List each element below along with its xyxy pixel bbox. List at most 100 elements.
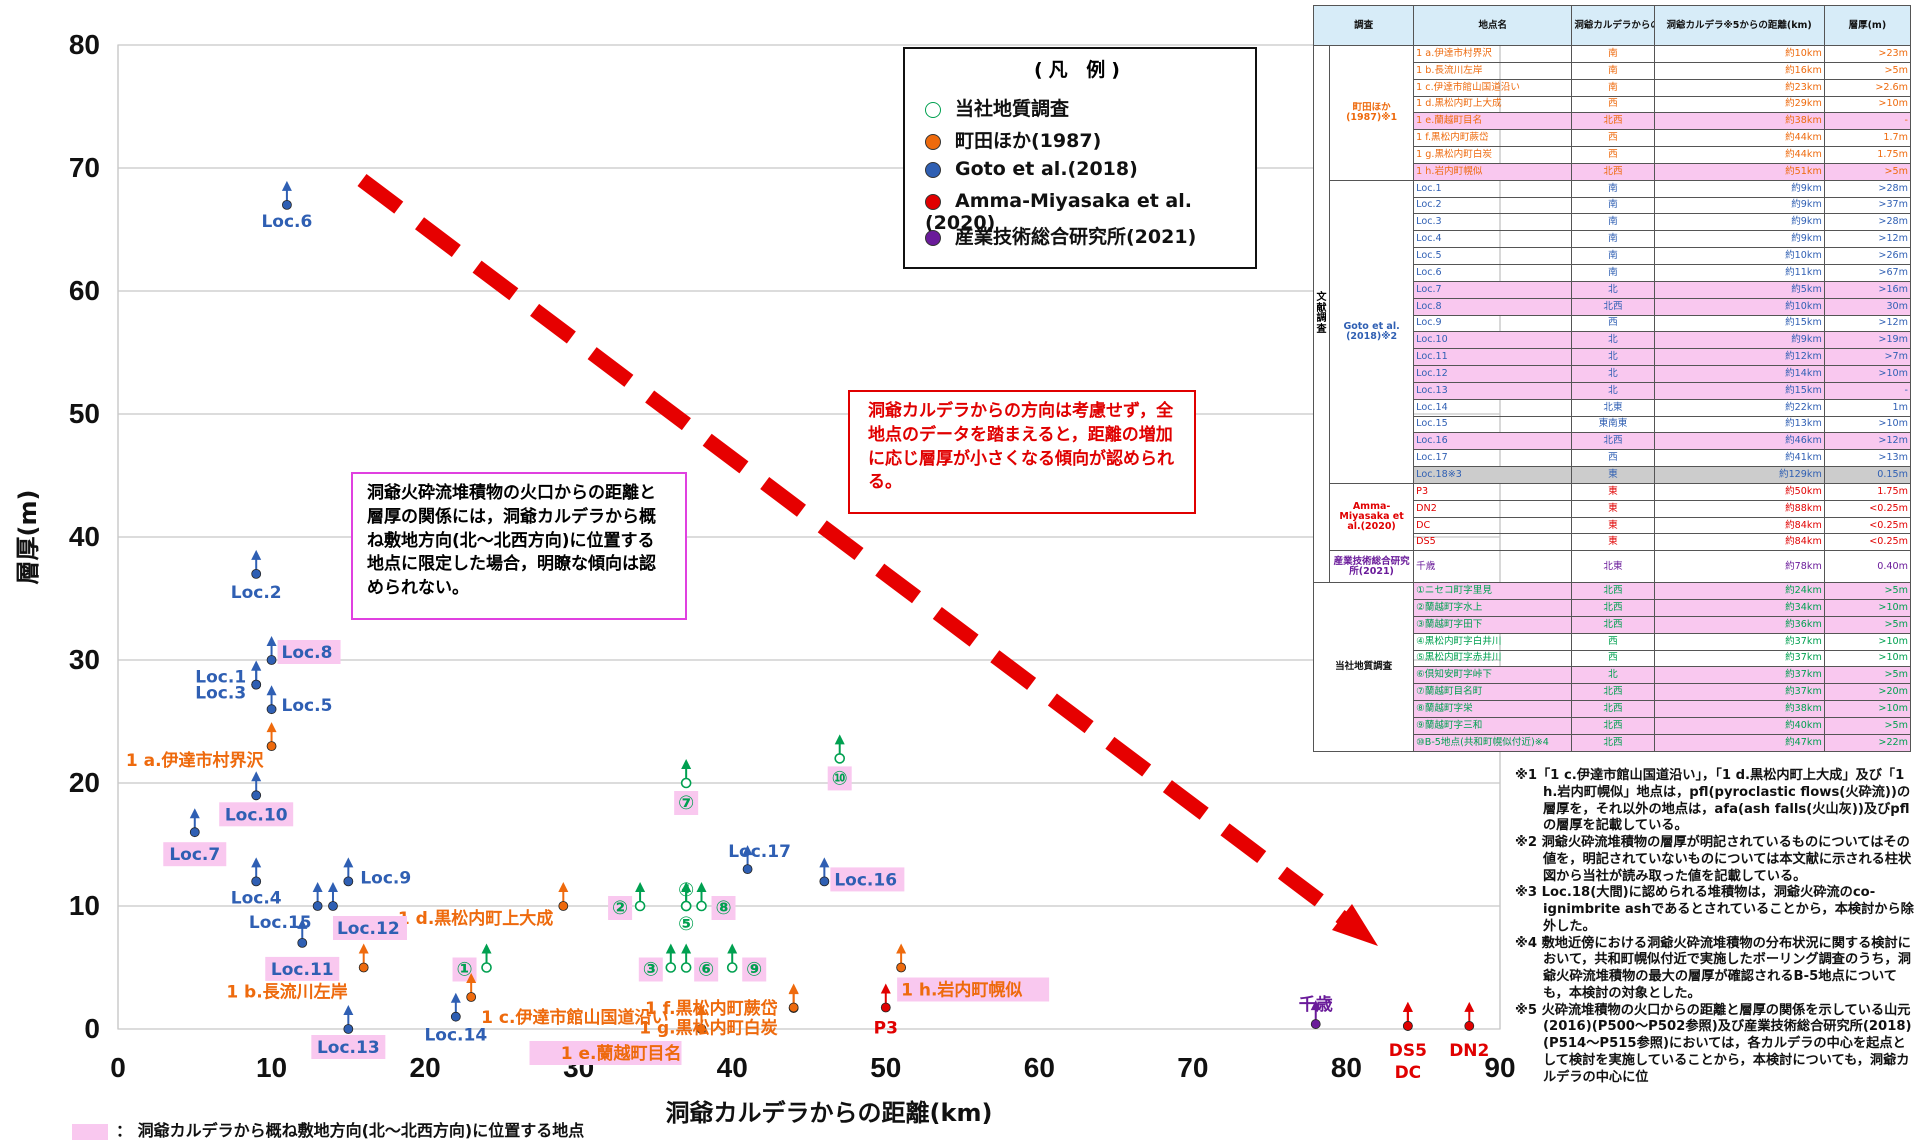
value-arrow-head (819, 857, 830, 868)
cell-dist: 約38km (1653, 700, 1825, 718)
cell-dist: 約47km (1653, 733, 1825, 753)
cell-thick: <0.25m (1823, 533, 1912, 552)
data-point (680, 777, 692, 789)
pink-legend-text: ： 洞爺カルデラから概ね敷地方向(北～北西方向)に位置する地点 (116, 1121, 585, 1140)
value-arrow-head (358, 943, 369, 954)
value-arrow-head (343, 1005, 354, 1015)
cell-thick: >7m (1823, 348, 1912, 367)
table-row: Loc.12 北約14km >10m (1314, 365, 1912, 383)
table-row: Loc.16 北西 約46km >12m (1314, 432, 1912, 451)
x-axis-label: 洞爺カルデラからの距離(km) (666, 1099, 993, 1127)
footnote: ※3 Loc.18(大間)に認められる堆積物は，洞爺火砕流のco-ignimbr… (1515, 885, 1914, 934)
table-row: 1 f.黒松内町蕨岱西約44km 1.7m (1314, 129, 1912, 148)
cell-dist: 約9km (1653, 230, 1825, 249)
value-arrow-head (251, 549, 262, 560)
cell-thick: >5m (1823, 162, 1912, 181)
cell-site: Loc.8 (1413, 297, 1573, 316)
point-label: ⑥ (698, 959, 714, 981)
cell-thick: >22m (1823, 733, 1912, 753)
footnote: ※2 洞爺火砕流堆積物の層厚が明記されているものについてはその値を，明記されてい… (1515, 835, 1912, 884)
cell-site: Loc.16 (1413, 432, 1573, 451)
col-site: 地点名 (1413, 5, 1573, 46)
data-point (634, 900, 646, 912)
site-table: 調査 地点名 洞爺カルデラからの方向 洞爺カルデラ※5からの距離(km) 層厚(… (1312, 5, 1912, 753)
cell-dir: 西 (1571, 146, 1655, 164)
cell-dir: 南 (1571, 78, 1655, 97)
data-point (665, 962, 677, 973)
cell-dir: 北西 (1571, 733, 1655, 753)
value-arrow-head (727, 943, 738, 954)
cell-dir: 東 (1571, 466, 1655, 484)
data-point (343, 876, 354, 887)
table-row: 文献調査 町田ほか(1987)※1 1 a.伊達市村界沢南約10km >23m (1312, 44, 1912, 584)
table-row: 当社地質調査 ①ニセコ町字里見 北西 約24km >5m (1312, 582, 1912, 752)
cell-site: Loc.14 (1413, 398, 1573, 417)
cell-dist: 約22km (1653, 398, 1825, 417)
cell-site: Loc.9 (1413, 314, 1573, 333)
value-arrow-head (266, 722, 277, 733)
cell-dir: 東 (1571, 516, 1655, 535)
legend-label: 産業技術総合研究所(2021) (955, 226, 1197, 248)
legend-title: (凡 例) (1034, 59, 1126, 81)
value-arrow-head (696, 1005, 707, 1015)
cell-dist: 約37km (1653, 632, 1825, 651)
point-label: 1 g.黒松内町白炭 (639, 1017, 777, 1038)
point-label: Loc.17 (728, 842, 791, 862)
cell-thick: 1.75m (1823, 146, 1912, 164)
cell-thick: >10m (1823, 700, 1912, 718)
point-label: ⑧ (715, 897, 731, 919)
cell-thick: >19m (1823, 331, 1912, 350)
cell-site: DC (1413, 516, 1573, 535)
cell-dir: 南 (1571, 45, 1655, 63)
cell-dist: 約10km (1653, 297, 1825, 316)
point-label: DN2 (1449, 1041, 1489, 1061)
highlight-box (897, 977, 1050, 1002)
value-arrow-head (481, 943, 492, 954)
cell-thick: >5m (1823, 716, 1912, 735)
table-row: ⑧蘭越町字栄 北西 約38km >10m (1314, 700, 1912, 718)
legend-label: Amma-Miyasaka et al.(2020) (925, 190, 1192, 234)
footnote: ※1「1 c.伊達市館山国道沿い」，「1 d.黒松内町上大成」及び「1 h.岩内… (1515, 768, 1911, 834)
cell-dir: 東 (1571, 499, 1655, 518)
cell-site: ⑤黒松内町字赤井川 (1413, 649, 1573, 668)
cell-thick: 1m (1823, 398, 1912, 417)
cell-site: Loc.1 (1413, 179, 1573, 198)
table-row: ⑤黒松内町字赤井川西約37km >10m (1314, 649, 1912, 668)
point-label: ① (456, 959, 472, 981)
point-label: Loc.14 (424, 1026, 487, 1046)
table-row: 1 b.長流川左岸南約16km >5m (1314, 61, 1912, 80)
cell-dist: 約9km (1653, 213, 1825, 232)
data-point (834, 753, 846, 764)
table-row: ④黒松内町字白井川西約37km >10m (1314, 632, 1912, 651)
annotation-no-trend: 洞爺火砕流堆積物の火口からの距離と層厚の関係には，洞爺カルデラから概ね敷地方向(… (351, 472, 687, 620)
cell-thick: >10m (1823, 95, 1912, 114)
cell-site: Loc.10 (1413, 331, 1573, 350)
value-arrow-head (635, 882, 646, 892)
cell-dir: 南 (1571, 263, 1655, 282)
point-label: 1 a.伊達市村界沢 (126, 750, 265, 771)
cell-site: 1 a.伊達市村界沢 (1413, 45, 1573, 63)
highlight-box (311, 1035, 386, 1059)
value-arrow-head (681, 759, 692, 769)
cell-dir: 北 (1571, 666, 1655, 685)
cell-dist: 約23km (1653, 78, 1825, 97)
cell-dist: 約44km (1653, 146, 1825, 164)
cell-dir: 西 (1571, 632, 1655, 651)
cell-thick: >28m (1823, 213, 1912, 232)
table-row: Loc.5 南約10km >26m (1314, 247, 1912, 265)
cell-site: DN2 (1413, 499, 1573, 518)
value-arrow-head (327, 882, 338, 892)
point-label: DC (1395, 1063, 1422, 1083)
y-tick-label: 60 (69, 275, 100, 306)
point-label: ⑨ (746, 959, 762, 981)
y-tick-label: 70 (69, 152, 100, 183)
point-label: Loc.3 (195, 684, 246, 704)
cell-thick: <0.25m (1823, 516, 1912, 535)
cell-dist: 約13km (1653, 415, 1825, 434)
table-row: 1 c.伊達市館山国道沿い南約23km >2.6m (1314, 78, 1912, 97)
value-arrow-head (896, 943, 907, 954)
cell-dist: 約40km (1653, 716, 1825, 735)
cell-site: ⑦蘭越町目名町 (1413, 683, 1573, 702)
cell-dist: 約37km (1653, 683, 1825, 702)
y-tick-label: 0 (84, 1013, 100, 1044)
